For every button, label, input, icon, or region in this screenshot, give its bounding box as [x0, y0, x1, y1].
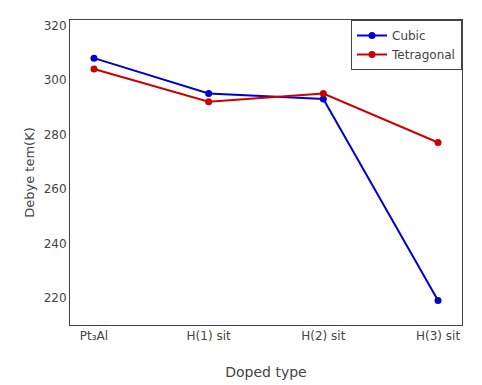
svg-text:280: 280 [44, 128, 67, 142]
svg-text:260: 260 [44, 182, 67, 196]
svg-text:220: 220 [44, 291, 67, 305]
svg-text:300: 300 [44, 73, 67, 87]
svg-text:H(2) sit: H(2) sit [301, 329, 345, 343]
svg-text:320: 320 [44, 19, 67, 33]
svg-text:Debye tem(K): Debye tem(K) [22, 127, 37, 218]
svg-text:Tetragonal: Tetragonal [391, 48, 455, 62]
svg-text:Cubic: Cubic [392, 29, 426, 43]
svg-text:H(3) sit: H(3) sit [416, 329, 460, 343]
svg-text:Doped type: Doped type [225, 364, 306, 380]
svg-text:H(1) sit: H(1) sit [187, 329, 231, 343]
svg-text:240: 240 [44, 237, 67, 251]
svg-text:Pt₃Al: Pt₃Al [80, 329, 108, 343]
